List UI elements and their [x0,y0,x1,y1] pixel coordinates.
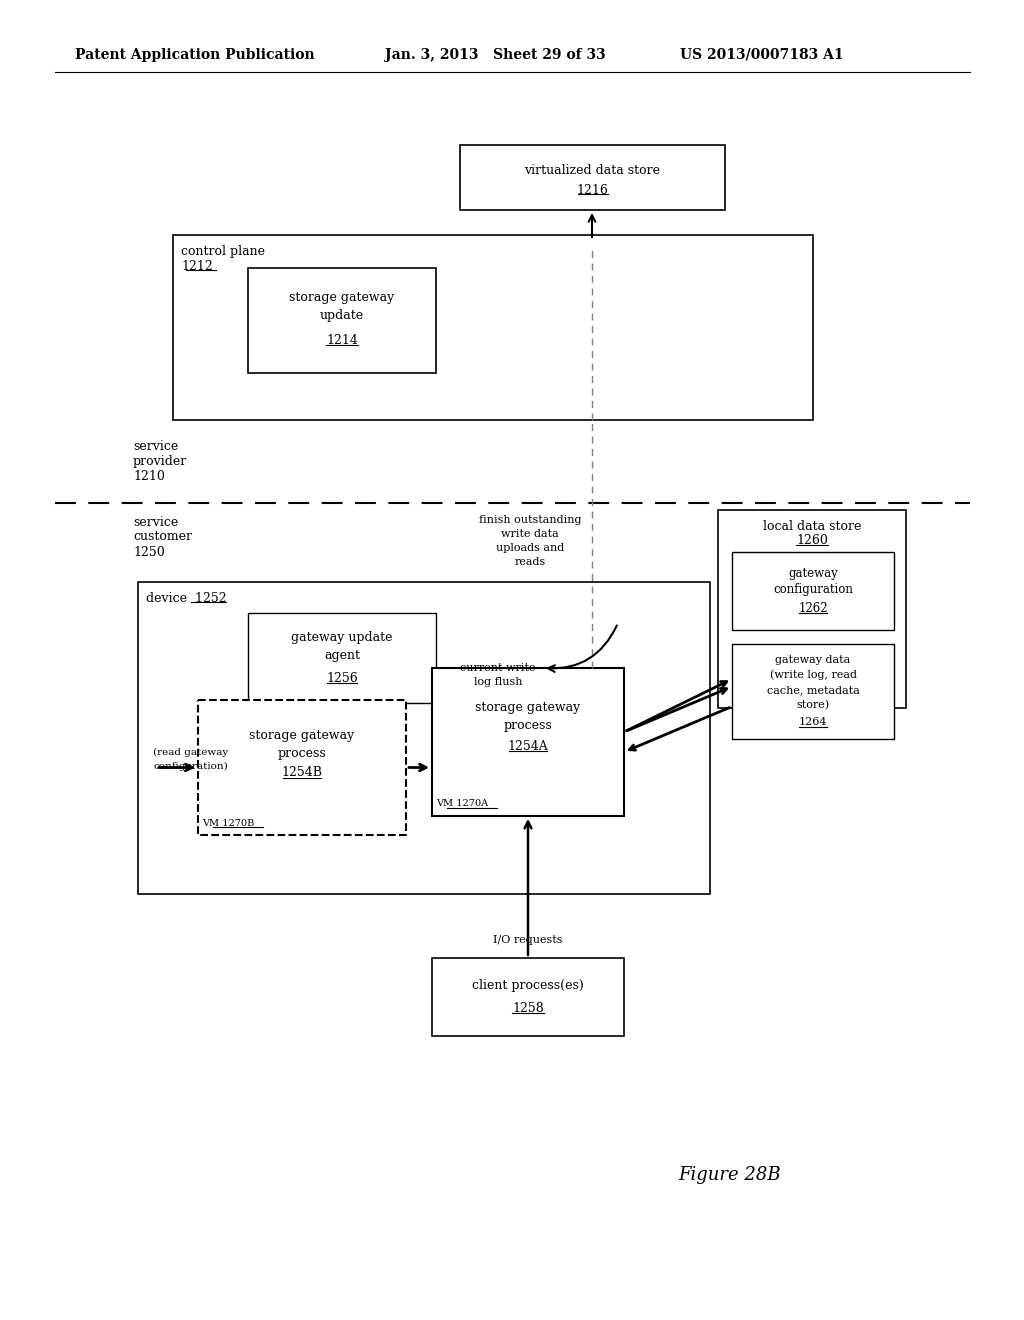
Text: storage gateway: storage gateway [290,292,394,305]
Bar [460,145,725,210]
Text: Jan. 3, 2013   Sheet 29 of 33: Jan. 3, 2013 Sheet 29 of 33 [385,48,606,62]
Text: 1216: 1216 [577,183,608,197]
Text: reads: reads [514,557,546,568]
Text: 1250: 1250 [133,545,165,558]
Bar [732,644,894,739]
Text: 1212: 1212 [181,260,213,272]
Text: current write: current write [460,663,536,673]
Text: process: process [504,719,552,733]
Text: VM 1270A: VM 1270A [436,800,488,808]
Bar [173,235,813,420]
Text: 1264: 1264 [799,717,827,727]
Text: configuration: configuration [773,583,853,597]
Text: gateway: gateway [788,568,838,581]
Text: 1254B: 1254B [282,767,323,780]
Text: update: update [319,309,365,322]
Text: client process(es): client process(es) [472,979,584,993]
Text: configuration): configuration) [153,762,227,771]
Text: 1210: 1210 [133,470,165,483]
Text: US 2013/0007183 A1: US 2013/0007183 A1 [680,48,844,62]
Text: (read gateway: (read gateway [153,747,228,756]
Text: process: process [278,747,327,759]
Text: 1258: 1258 [512,1002,544,1015]
Bar [432,958,624,1036]
Text: cache, metadata: cache, metadata [767,685,859,696]
Text: agent: agent [324,649,360,663]
Text: 1256: 1256 [326,672,357,685]
Text: provider: provider [133,455,187,469]
Text: write data: write data [501,529,559,539]
Text: service: service [133,441,178,454]
Text: store): store) [797,700,829,710]
Bar [198,700,406,836]
Text: device  1252: device 1252 [146,591,226,605]
Bar [718,510,906,708]
Text: Figure 28B: Figure 28B [679,1166,781,1184]
Bar [432,668,624,816]
Text: local data store: local data store [763,520,861,532]
Text: virtualized data store: virtualized data store [524,164,660,177]
Text: storage gateway: storage gateway [475,701,581,714]
Text: 1260: 1260 [796,535,828,548]
Text: finish outstanding: finish outstanding [479,515,582,525]
Text: 1262: 1262 [798,602,827,615]
Text: I/O requests: I/O requests [494,935,563,945]
Bar [138,582,710,894]
Bar [248,612,436,704]
Text: service: service [133,516,178,528]
Text: customer: customer [133,531,193,544]
Text: 1214: 1214 [326,334,358,346]
Text: control plane: control plane [181,244,265,257]
Text: storage gateway: storage gateway [250,729,354,742]
Text: log flush: log flush [474,677,522,686]
Text: 1254A: 1254A [508,739,549,752]
Bar [248,268,436,374]
Bar [732,552,894,630]
Text: VM 1270B: VM 1270B [202,818,254,828]
Text: uploads and: uploads and [496,543,564,553]
Text: Patent Application Publication: Patent Application Publication [75,48,314,62]
Text: gateway data: gateway data [775,655,851,665]
Text: gateway update: gateway update [291,631,393,644]
Text: (write log, read: (write log, read [769,669,856,680]
